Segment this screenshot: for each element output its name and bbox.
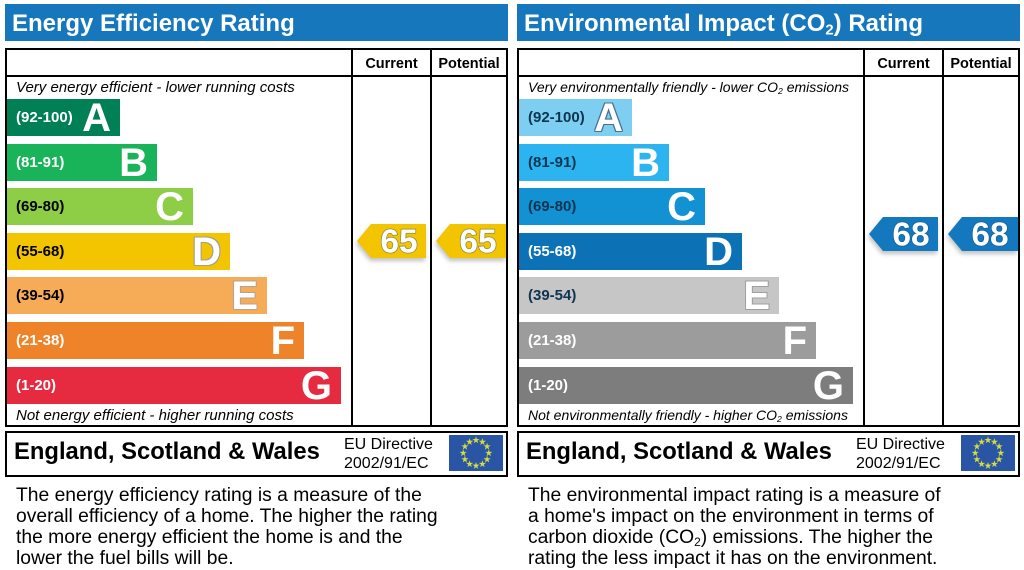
svg-text:65: 65 xyxy=(380,224,417,258)
svg-text:68: 68 xyxy=(892,217,929,251)
svg-text:65: 65 xyxy=(459,224,496,258)
svg-text:68: 68 xyxy=(971,217,1008,251)
